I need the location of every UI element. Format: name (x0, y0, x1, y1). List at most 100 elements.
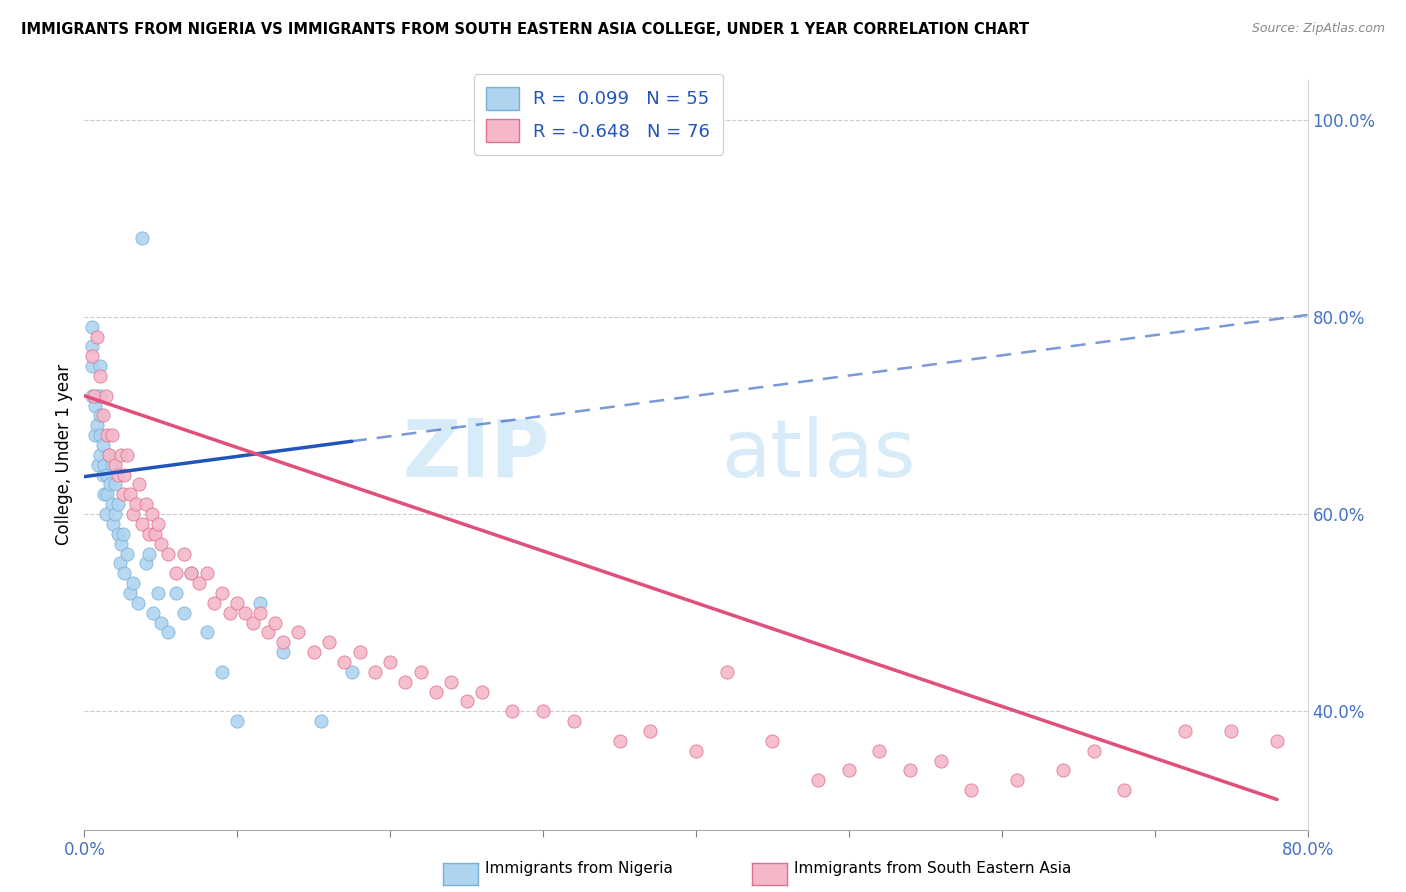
Point (143, 526, 166, 541)
Point (89, 359, 111, 374)
Point (380, 655, 402, 669)
Point (96, 428, 118, 442)
Point (146, 586, 169, 600)
Point (471, 684, 494, 698)
Point (271, 645, 294, 659)
Point (98, 477, 121, 491)
Point (302, 645, 325, 659)
Point (93, 487, 115, 501)
Point (138, 526, 160, 541)
Point (104, 458, 127, 472)
Point (80, 389, 103, 403)
Point (1083, 744, 1105, 758)
Point (111, 526, 134, 541)
Point (142, 606, 165, 620)
Text: IMMIGRANTS FROM NIGERIA VS IMMIGRANTS FROM SOUTH EASTERN ASIA COLLEGE, UNDER 1 Y: IMMIGRANTS FROM NIGERIA VS IMMIGRANTS FR… (21, 22, 1029, 37)
Point (131, 231, 153, 245)
Point (173, 606, 195, 620)
Point (115, 547, 138, 561)
Point (638, 723, 661, 738)
Point (195, 625, 218, 640)
Point (869, 744, 891, 758)
Point (146, 516, 169, 531)
Point (97, 448, 120, 462)
Point (120, 487, 142, 501)
Point (249, 606, 271, 620)
Point (80, 339, 103, 353)
Point (1052, 764, 1074, 778)
Point (685, 744, 707, 758)
Text: Source: ZipAtlas.com: Source: ZipAtlas.com (1251, 22, 1385, 36)
Point (211, 665, 233, 679)
Point (122, 576, 145, 591)
Point (127, 596, 149, 610)
Point (141, 507, 163, 521)
Legend: R =  0.099   N = 55, R = -0.648   N = 76: R = 0.099 N = 55, R = -0.648 N = 76 (474, 74, 723, 155)
Point (83, 389, 105, 403)
Point (1265, 734, 1288, 748)
Point (165, 586, 187, 600)
Point (716, 665, 738, 679)
Point (531, 704, 554, 718)
Point (157, 547, 180, 561)
Point (349, 645, 371, 659)
Point (104, 507, 127, 521)
Point (110, 536, 132, 550)
Point (311, 714, 333, 728)
Point (271, 635, 294, 649)
Point (80, 319, 103, 334)
Point (111, 487, 134, 501)
Point (107, 497, 129, 511)
Point (761, 734, 783, 748)
Point (84, 428, 107, 442)
Point (91, 438, 114, 452)
Point (94, 507, 117, 521)
Point (149, 536, 172, 550)
Point (233, 606, 256, 620)
Point (807, 773, 830, 788)
Text: ZIP: ZIP (402, 416, 550, 494)
Point (101, 428, 124, 442)
Point (103, 516, 125, 531)
Point (218, 606, 240, 620)
Point (226, 714, 249, 728)
Point (394, 674, 416, 689)
Point (107, 467, 129, 482)
Point (87, 458, 110, 472)
Point (257, 625, 280, 640)
Point (128, 477, 150, 491)
Point (898, 764, 921, 778)
Point (101, 458, 124, 472)
Point (264, 615, 287, 630)
Point (195, 566, 218, 581)
Point (929, 754, 952, 768)
Point (115, 448, 138, 462)
Point (188, 576, 211, 591)
Point (165, 566, 187, 581)
Point (333, 655, 356, 669)
Point (93, 458, 115, 472)
Point (96, 487, 118, 501)
Point (180, 566, 202, 581)
Point (180, 566, 202, 581)
Point (1114, 783, 1136, 797)
Point (609, 734, 631, 748)
Point (125, 497, 148, 511)
Point (173, 547, 195, 561)
Point (101, 497, 124, 511)
Point (409, 665, 432, 679)
Point (89, 409, 111, 423)
Point (318, 635, 340, 649)
Point (135, 557, 157, 571)
Point (226, 596, 249, 610)
Point (157, 625, 180, 640)
Point (562, 714, 585, 728)
Text: atlas: atlas (721, 416, 915, 494)
Point (135, 497, 157, 511)
Point (456, 694, 478, 708)
Point (84, 399, 107, 413)
Point (287, 625, 309, 640)
Point (80, 359, 103, 374)
Point (1220, 723, 1243, 738)
Point (149, 615, 172, 630)
